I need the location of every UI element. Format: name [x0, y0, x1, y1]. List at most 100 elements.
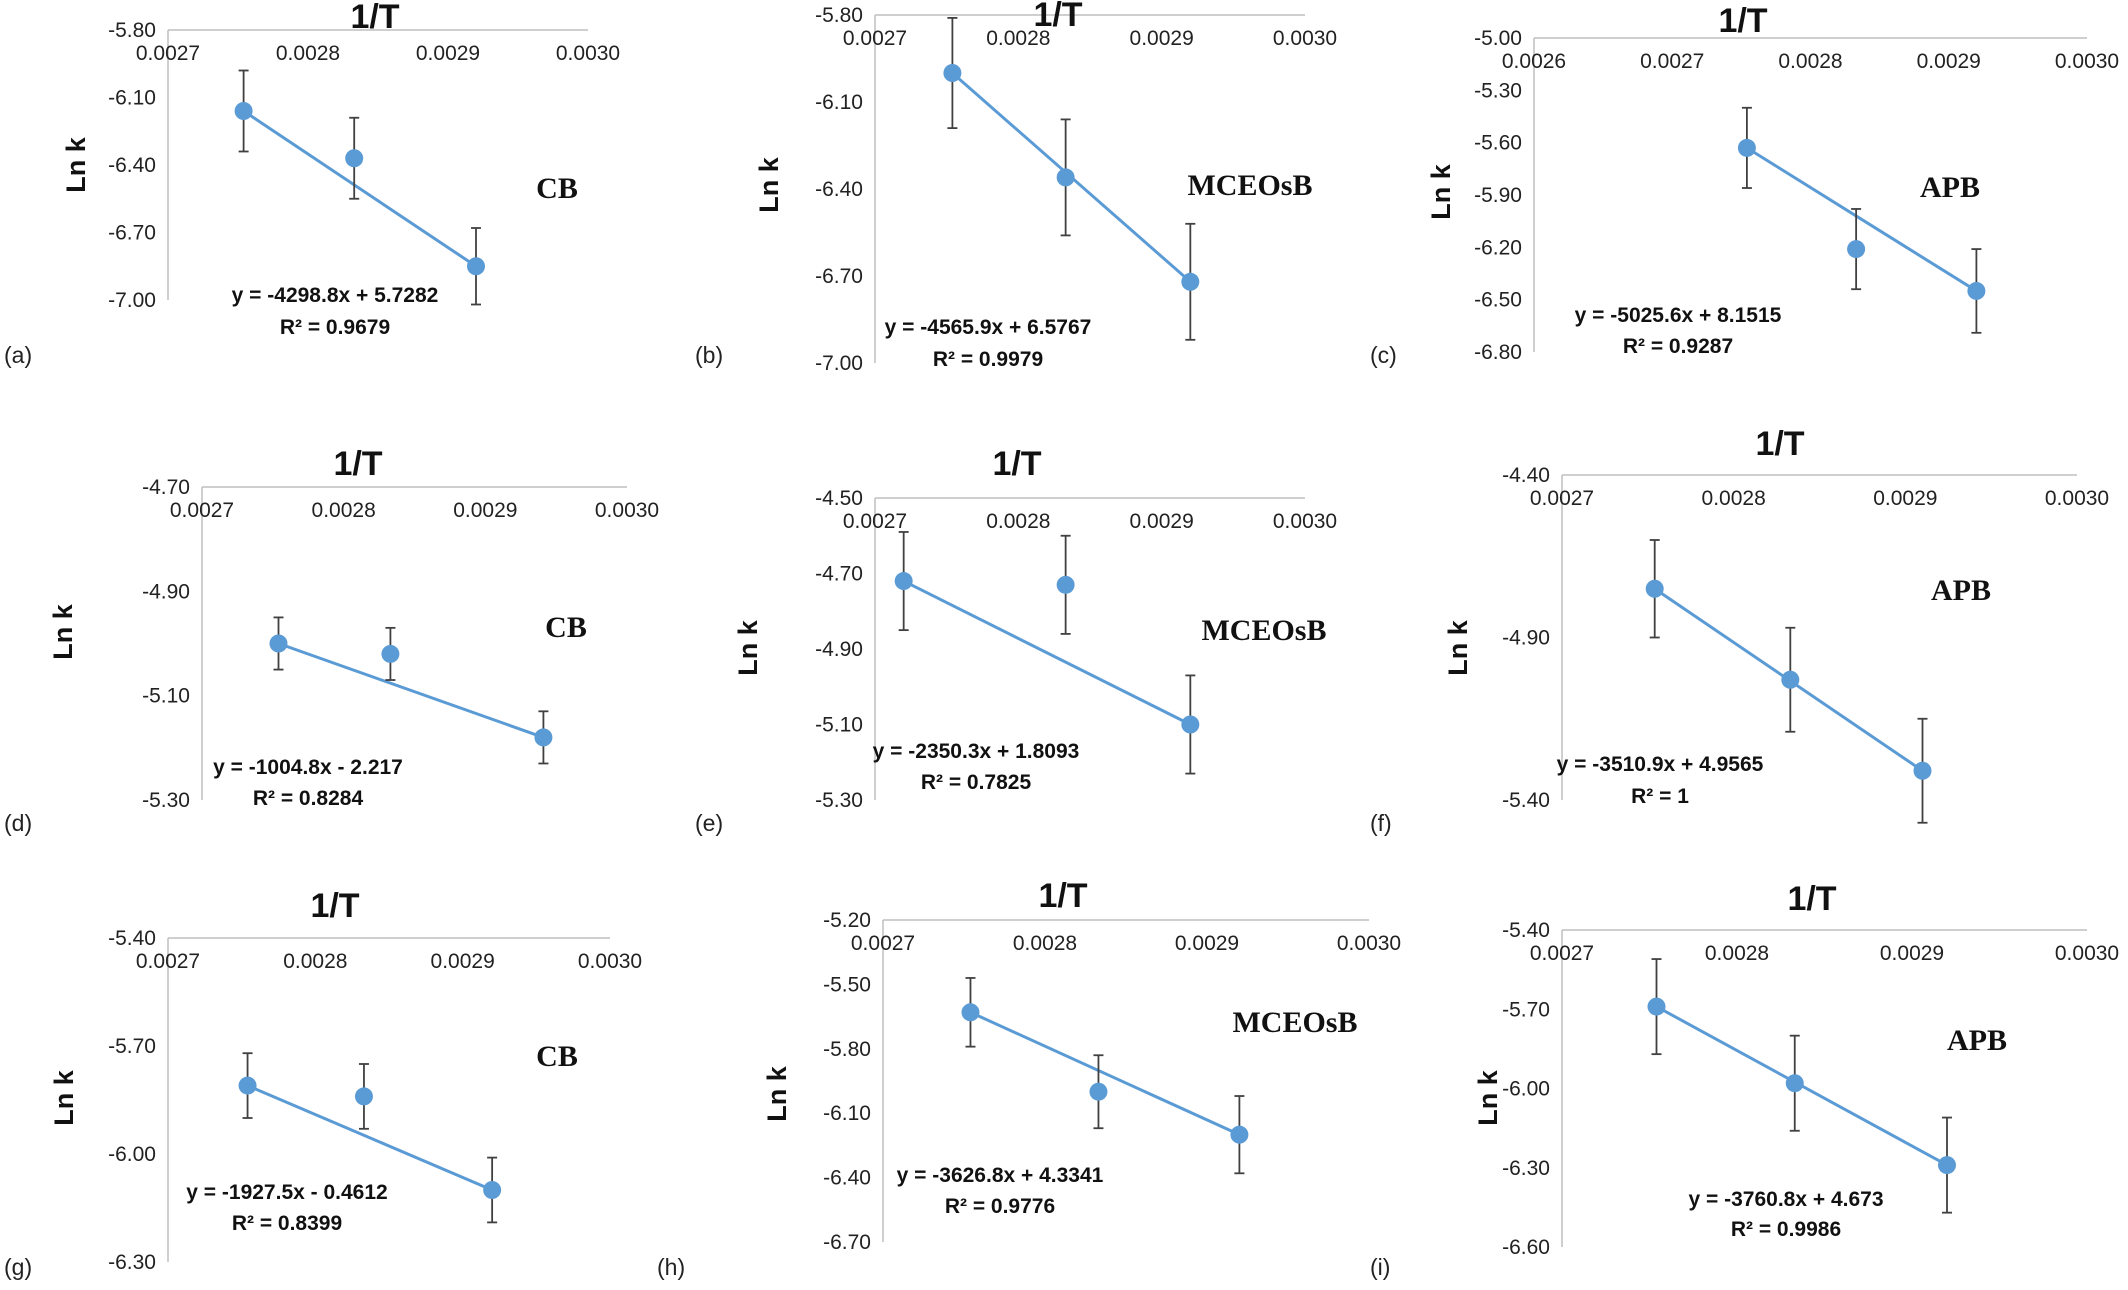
series-label: APB [1947, 1024, 2007, 1057]
chart-panel-h: 0.0027 0.0028 0.0029 0.0030 -5.20 -5.50 -5.80 -… [657, 877, 1401, 1280]
data-point [1645, 579, 1664, 598]
panel-label: (d) [4, 810, 32, 836]
chart-title: 1/T [333, 445, 382, 483]
data-point [483, 1181, 502, 1199]
series-label: MCEOsB [1187, 169, 1312, 202]
y-tick-label: -4.90 [1502, 627, 1550, 650]
y-tick-label: -5.40 [1502, 789, 1550, 812]
data-point [238, 1076, 257, 1095]
data-point [534, 728, 553, 747]
y-tick-label: -6.30 [108, 1251, 156, 1274]
r-squared: R² = 0.7825 [921, 771, 1032, 794]
panel-label: (f) [1370, 810, 1392, 836]
y-tick-label: -4.70 [815, 563, 863, 586]
chart-title: 1/T [310, 887, 359, 925]
x-tick-label: 0.0029 [453, 499, 517, 522]
y-tick-label: -6.60 [1502, 1236, 1550, 1259]
x-tick-label: 0.0030 [2045, 487, 2109, 510]
x-tick-label: 0.0028 [312, 499, 376, 522]
r-squared: R² = 0.9679 [280, 316, 390, 339]
panel-label: (c) [1370, 342, 1397, 368]
trendline [242, 109, 477, 268]
chart-title: 1/T [1787, 880, 1836, 918]
series-label: CB [536, 1040, 578, 1073]
trendline-equation: y = -4298.8x + 5.7282 [232, 284, 439, 307]
y-tick-label: -4.70 [142, 476, 190, 499]
y-axis-label: Ln k [754, 156, 784, 212]
y-axis-label: Ln k [733, 619, 763, 675]
y-tick-label: -6.00 [1502, 1078, 1550, 1101]
y-tick-label: -6.40 [823, 1167, 871, 1190]
panel-label: (b) [695, 342, 723, 368]
x-tick-label: 0.0030 [595, 499, 659, 522]
y-axis-label: Ln k [49, 1069, 79, 1125]
y-tick-label: -5.40 [1502, 919, 1550, 942]
chart-title: 1/T [1718, 2, 1767, 40]
x-tick-label: 0.0027 [1530, 942, 1594, 965]
trendline [1746, 146, 1978, 293]
y-tick-label: -6.70 [823, 1231, 871, 1254]
y-tick-label: -5.70 [1502, 998, 1550, 1021]
y-tick-label: -4.90 [815, 638, 863, 661]
r-squared: R² = 0.8284 [253, 787, 364, 810]
y-tick-label: -6.30 [1502, 1157, 1550, 1180]
data-point [894, 572, 913, 591]
data-point [354, 1087, 373, 1106]
r-squared: R² = 0.9979 [933, 348, 1043, 371]
y-tick-label: -6.40 [815, 178, 863, 201]
x-tick-label: 0.0028 [1778, 50, 1842, 73]
chart-title: 1/T [1038, 877, 1087, 915]
y-axis-label: Ln k [1443, 619, 1473, 675]
chart-title: 1/T [350, 0, 399, 36]
trendline-equation: y = -3760.8x + 4.673 [1689, 1188, 1884, 1211]
r-squared: R² = 0.9776 [945, 1195, 1055, 1218]
data-point [1181, 715, 1200, 734]
x-tick-label: 0.0027 [1640, 50, 1704, 73]
trendline-equation: y = -4565.9x + 6.5767 [885, 316, 1092, 339]
r-squared: R² = 0.9287 [1623, 335, 1733, 358]
y-tick-label: -5.30 [1474, 79, 1522, 102]
r-squared: R² = 0.8399 [232, 1212, 342, 1235]
chart-title: 1/T [1033, 0, 1082, 34]
series-label: APB [1920, 171, 1980, 204]
series-label: MCEOsB [1201, 614, 1326, 647]
data-point [961, 1003, 980, 1022]
y-tick-label: -5.20 [823, 909, 871, 932]
x-tick-label: 0.0027 [843, 510, 907, 533]
x-tick-label: 0.0027 [851, 932, 915, 955]
y-tick-label: -5.10 [815, 714, 863, 737]
y-tick-label: -6.10 [108, 87, 156, 110]
x-tick-label: 0.0030 [2055, 942, 2119, 965]
x-tick-label: 0.0028 [283, 950, 347, 973]
x-tick-label: 0.0028 [986, 510, 1050, 533]
x-tick-label: 0.0030 [2055, 50, 2119, 73]
data-point [1056, 168, 1075, 187]
y-tick-label: -6.10 [815, 91, 863, 114]
trendline-equation: y = -3510.9x + 4.9565 [1557, 753, 1764, 776]
trendline [246, 1084, 493, 1192]
y-tick-label: -5.80 [108, 19, 156, 42]
chart-title: 1/T [992, 445, 1041, 483]
data-point [234, 102, 253, 120]
y-tick-label: -6.70 [815, 265, 863, 288]
chart-panel-g: 0.0027 0.0028 0.0029 0.0030 -5.40 -5.70 -6.00 -… [4, 887, 642, 1280]
x-tick-label: 0.0030 [1337, 932, 1401, 955]
data-point [943, 64, 962, 82]
y-tick-label: -6.00 [108, 1143, 156, 1166]
data-point [1913, 761, 1932, 780]
y-tick-label: -5.30 [815, 789, 863, 812]
data-point [1181, 272, 1200, 291]
panel-label: (e) [695, 810, 723, 836]
y-axis-label: Ln k [1473, 1069, 1503, 1125]
chart-panel-a: 0.0027 0.0028 0.0029 0.0030 -5.80 -6.10 -6.40 -… [4, 0, 620, 368]
x-tick-label: 0.0027 [843, 27, 907, 50]
x-tick-label: 0.0029 [1130, 510, 1194, 533]
x-tick-label: 0.0028 [986, 27, 1050, 50]
x-tick-label: 0.0029 [1175, 932, 1239, 955]
data-point [1056, 575, 1075, 594]
x-tick-label: 0.0029 [1880, 942, 1944, 965]
panel-label: (g) [4, 1254, 32, 1280]
series-label: APB [1931, 574, 1991, 607]
